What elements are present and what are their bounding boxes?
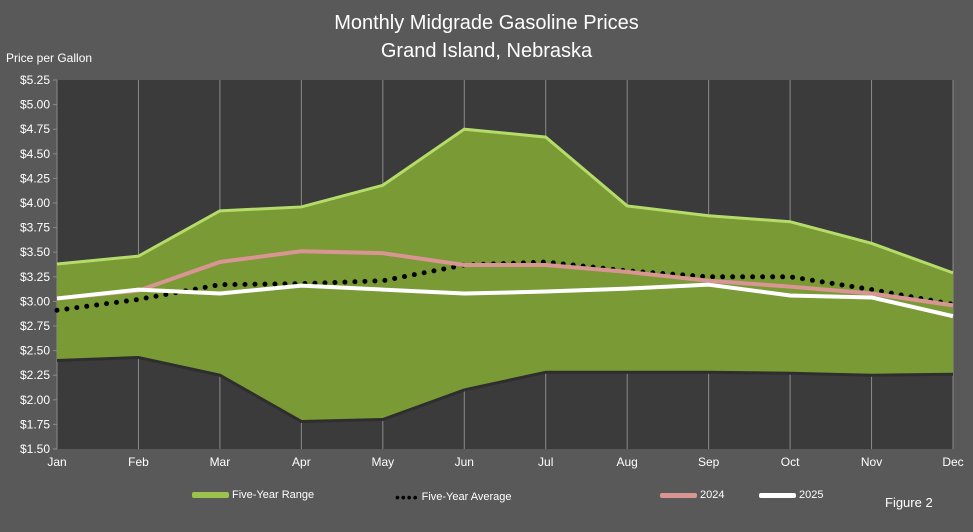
series-line-2025 (56, 282, 954, 319)
x-tick-label: Apr (292, 455, 311, 469)
y-tick-label: $2.25 (20, 368, 50, 382)
legend-average: •••• Five-Year Average (395, 489, 512, 505)
y-tick-label: $4.50 (20, 147, 50, 161)
y-tick-label: $4.75 (20, 122, 50, 136)
legend-swatch-2024 (660, 492, 697, 498)
legend-2025: 2025 (759, 489, 823, 501)
x-tick-label: Jul (538, 455, 553, 469)
five-year-range-high (56, 127, 954, 275)
legend-2024: 2024 (660, 489, 724, 501)
x-tick-label: Jun (455, 455, 474, 469)
five-year-range-low (56, 355, 954, 423)
chart-subtitle: Grand Island, Nebraska (380, 40, 593, 62)
y-tick-label: $3.25 (20, 270, 50, 284)
x-tick-label: May (371, 455, 394, 469)
chart-title: Monthly Midgrade Gasoline Prices (334, 12, 639, 34)
y-tick-label: $4.00 (20, 196, 50, 210)
series-line-2024 (56, 249, 954, 308)
x-tick-label: Aug (617, 455, 638, 469)
y-tick-label: $2.75 (20, 319, 50, 333)
five-year-range-area (57, 129, 953, 422)
y-tick-label: $5.25 (20, 73, 50, 87)
y-tick-label: $2.50 (20, 344, 50, 358)
legend-swatch-average: •••• (395, 489, 419, 505)
y-tick-label: $3.00 (20, 294, 50, 308)
figure-label: Figure 2 (885, 495, 933, 510)
legend-swatch-range (192, 492, 229, 498)
y-tick-label: $1.75 (20, 417, 50, 431)
legend-label: 2024 (700, 489, 725, 501)
y-axis-label: Price per Gallon (6, 51, 93, 65)
x-tick-label: Nov (861, 455, 882, 469)
legend-label: 2025 (799, 489, 824, 501)
x-tick-label: Dec (942, 455, 963, 469)
x-tick-label: Mar (210, 455, 231, 469)
legend-label: Five-Year Range (232, 489, 315, 501)
y-tick-label: $5.00 (20, 98, 50, 112)
y-tick-label: $1.50 (20, 442, 50, 456)
x-tick-label: Jan (47, 455, 66, 469)
x-tick-label: Oct (781, 455, 800, 469)
y-tick-label: $2.00 (20, 393, 50, 407)
legend-range: Five-Year Range (192, 489, 314, 501)
legend-label: Five-Year Average (421, 491, 512, 503)
x-tick-label: Sep (698, 455, 720, 469)
y-tick-label: $4.25 (20, 171, 50, 185)
x-tick-label: Feb (128, 455, 149, 469)
y-tick-label: $3.50 (20, 245, 50, 259)
y-tick-label: $3.75 (20, 221, 50, 235)
legend-swatch-2025 (759, 492, 796, 498)
